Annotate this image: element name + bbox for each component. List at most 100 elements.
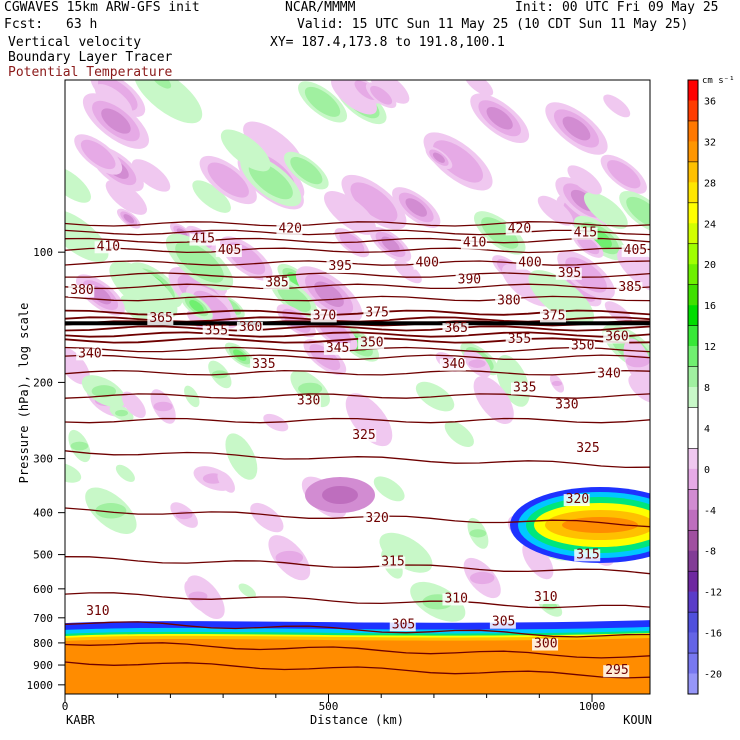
theta-label: 350 — [360, 335, 383, 350]
colorbar-swatch — [688, 653, 698, 674]
theta-label-bg — [94, 241, 121, 254]
downdraft-cell — [433, 140, 483, 183]
downdraft-cell — [628, 374, 650, 404]
colorbar-swatch — [688, 346, 698, 367]
downdraft-cell — [309, 344, 341, 371]
theta-label-bg — [568, 340, 595, 353]
theta-contour — [65, 272, 650, 278]
updraft-core — [95, 503, 127, 519]
updraft-core — [115, 409, 129, 417]
colorbar-label: -4 — [704, 506, 716, 517]
colorbar-label: 8 — [704, 383, 710, 394]
theta-label: 415 — [191, 232, 214, 247]
theta-label-bg — [76, 348, 103, 361]
y-tick-label: 100 — [33, 246, 53, 259]
updraft-cell — [290, 156, 323, 185]
downdraft-core — [551, 380, 563, 387]
theta-label-bg — [439, 358, 466, 371]
theta-label-bg — [68, 285, 95, 298]
theta-label-bg — [603, 665, 630, 678]
theta-label: 415 — [574, 226, 597, 241]
x-tick-label: 0 — [62, 700, 69, 713]
theta-label-bg — [236, 321, 263, 334]
theta-label: 340 — [78, 346, 101, 361]
downdraft-cell — [331, 80, 377, 115]
colorbar-swatch — [688, 223, 698, 245]
theta-label: 350 — [571, 339, 594, 354]
downdraft-cell — [405, 198, 428, 217]
theta-label-bg — [505, 223, 532, 236]
colorbar-swatch — [688, 530, 698, 552]
downdraft-cell — [217, 471, 235, 493]
downdraft-cell — [131, 159, 171, 192]
colorbar-swatch — [688, 571, 698, 592]
theta-label: 330 — [555, 398, 578, 413]
downdraft-core — [625, 355, 650, 368]
colorbar-swatch — [688, 284, 698, 306]
potential-temperature-labels: 410 415 420 405 410 420 415 405 380 385 395 400 390 4… — [68, 221, 648, 678]
colorbar: 36 32 28 24 20 16 12 8 4 0 -4 -8 -12 -16 -20 — [687, 79, 722, 695]
x-tick-label: 1000 — [579, 700, 606, 713]
theta-label-bg — [358, 337, 385, 350]
theta-contour — [65, 354, 650, 361]
field-boundary-layer-tracer: Boundary Layer Tracer — [8, 50, 173, 65]
theta-label-bg — [553, 399, 580, 412]
theta-label: 395 — [329, 259, 352, 274]
colorbar-swatch — [688, 243, 698, 265]
downdraft-cell — [80, 139, 116, 170]
colorbar-label: -20 — [704, 670, 722, 681]
theta-label-bg — [505, 333, 532, 346]
theta-contour — [65, 417, 650, 424]
colorbar-label: 0 — [704, 465, 710, 476]
theta-contour — [65, 369, 650, 376]
theta-contour — [65, 283, 650, 290]
theta-label-bg — [276, 223, 303, 236]
y-tick-label: 700 — [33, 612, 53, 625]
updraft-cell — [225, 433, 258, 480]
theta-label-bg — [323, 342, 350, 355]
downdraft-cell — [314, 281, 344, 307]
theta-label: 405 — [218, 243, 241, 258]
downdraft-cell — [207, 162, 249, 198]
colorbar-label: 32 — [704, 137, 716, 148]
theta-label: 410 — [97, 239, 120, 254]
left-endpoint-label: KABR — [66, 713, 96, 727]
theta-label: 385 — [265, 275, 288, 290]
updraft-cell — [248, 161, 293, 200]
colorbar-swatch — [688, 80, 698, 101]
colorbar-swatch — [688, 202, 698, 224]
theta-contour — [65, 621, 650, 638]
downdraft-cell — [567, 165, 602, 195]
theta-label: 300 — [534, 637, 557, 652]
theta-label: 295 — [605, 663, 628, 678]
theta-label-bg — [215, 245, 242, 258]
updraft-cell — [277, 283, 311, 312]
theta-contour — [65, 507, 650, 528]
theta-label-bg — [621, 245, 648, 258]
cross-section-endpoints: XY= 187.4,173.8 to 191.8,100.1 — [270, 35, 505, 50]
colorbar-label: 16 — [704, 301, 716, 312]
model-title: CGWAVES 15km ARW-GFS init — [4, 0, 200, 15]
theta-label-bg — [574, 549, 601, 562]
downdraft-core — [468, 359, 486, 368]
theta-contour — [65, 346, 650, 353]
downdraft-cell — [464, 80, 494, 97]
updraft-cell — [109, 261, 178, 319]
updraft-cell — [379, 532, 433, 573]
y-tick-label: 600 — [33, 583, 53, 596]
theta-label-bg — [250, 358, 277, 371]
y-tick-label: 900 — [33, 659, 53, 672]
theta-label: 365 — [149, 311, 172, 326]
theta-contour — [65, 592, 650, 609]
x-axis-label: Distance (km) — [310, 713, 404, 727]
theta-label: 330 — [297, 394, 320, 409]
theta-label: 385 — [618, 280, 641, 295]
theta-label-bg — [555, 267, 582, 280]
theta-label: 400 — [518, 256, 541, 271]
downdraft-cell — [121, 391, 146, 419]
colorbar-swatch — [688, 489, 698, 511]
downdraft-cell — [617, 248, 650, 295]
colorbar-label: -12 — [704, 588, 722, 599]
colorbar-units: cm s⁻¹ — [702, 76, 735, 86]
